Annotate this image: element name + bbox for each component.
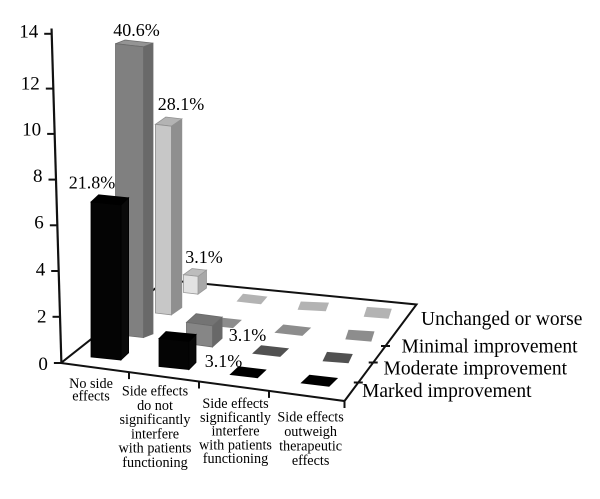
svg-text:significantly: significantly (120, 412, 192, 428)
svg-text:functioning: functioning (203, 451, 268, 467)
svg-text:effects: effects (72, 388, 110, 404)
svg-text:21.8%: 21.8% (69, 173, 116, 193)
svg-text:effects: effects (292, 453, 330, 469)
svg-text:Side effects: Side effects (122, 384, 189, 400)
svg-text:functioning: functioning (122, 455, 187, 471)
svg-text:with patients: with patients (119, 441, 192, 457)
svg-text:Moderate improvement: Moderate improvement (384, 359, 568, 380)
svg-text:therapeutic: therapeutic (279, 439, 342, 455)
svg-text:Side effects: Side effects (277, 410, 344, 426)
svg-text:Unchanged or worse: Unchanged or worse (421, 309, 582, 330)
svg-text:No side: No side (69, 376, 113, 392)
svg-text:outweigh: outweigh (284, 424, 337, 440)
svg-text:with patients: with patients (199, 437, 272, 453)
svg-text:Marked improvement: Marked improvement (362, 381, 532, 402)
svg-text:3.1%: 3.1% (205, 351, 243, 371)
svg-text:12: 12 (21, 73, 40, 94)
svg-text:do not: do not (137, 398, 173, 414)
svg-text:significantly: significantly (200, 410, 272, 426)
svg-text:4: 4 (36, 259, 46, 280)
svg-text:Side effects: Side effects (202, 396, 269, 412)
svg-text:8: 8 (33, 166, 43, 187)
svg-text:interfere: interfere (211, 424, 259, 440)
svg-text:2: 2 (37, 307, 47, 328)
svg-text:40.6%: 40.6% (113, 20, 160, 40)
svg-text:14: 14 (19, 21, 39, 42)
svg-text:Minimal improvement: Minimal improvement (402, 337, 579, 358)
svg-text:28.1%: 28.1% (158, 94, 205, 114)
svg-text:3.1%: 3.1% (229, 325, 267, 345)
svg-text:10: 10 (22, 119, 41, 140)
svg-text:3.1%: 3.1% (185, 247, 223, 267)
svg-text:0: 0 (38, 354, 48, 375)
svg-text:interfere: interfere (131, 426, 179, 442)
svg-text:6: 6 (34, 213, 44, 234)
